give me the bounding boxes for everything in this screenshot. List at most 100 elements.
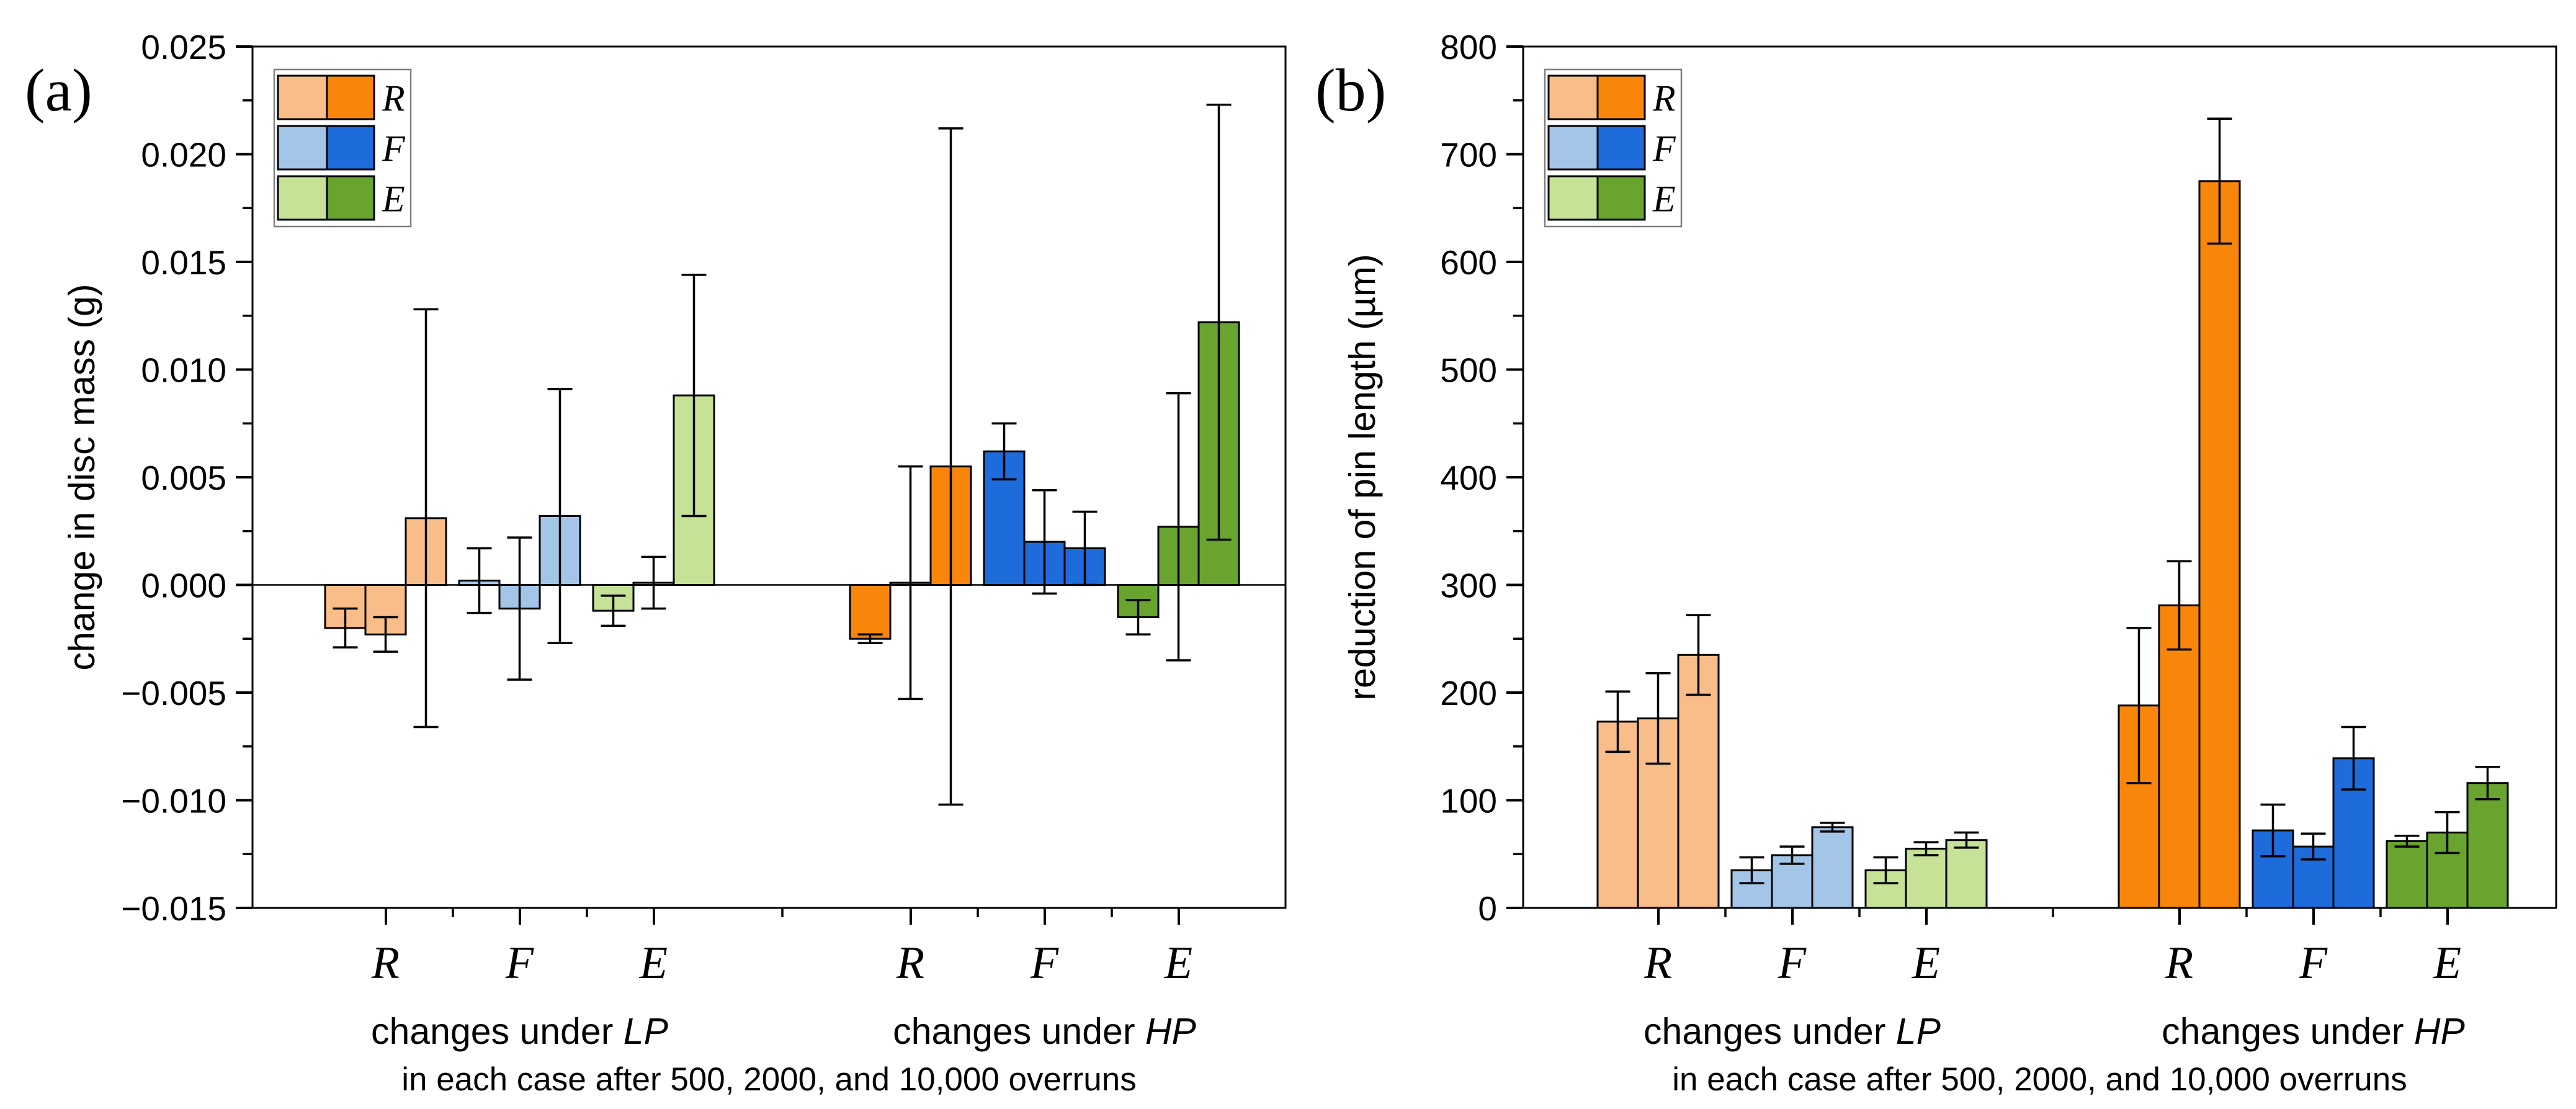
error-bar-lp-e-3 [681, 274, 707, 518]
panel-a-letter: (a) [25, 57, 92, 124]
error-bar-lp-r-2 [373, 616, 398, 653]
error-bar-hp-f-1 [2260, 803, 2286, 858]
y-tick-label: 0.005 [141, 459, 226, 497]
legend-swatch-dark-r [1596, 74, 1646, 120]
error-bar-lp-r-1 [333, 607, 358, 649]
error-bar-hp-r-3 [938, 127, 964, 806]
legend: RFE [1544, 68, 1683, 228]
y-tick-label: 300 [1440, 566, 1497, 604]
y-tick-label: 100 [1440, 781, 1497, 820]
error-bar-lp-f-1 [467, 547, 492, 614]
panel-a-xtick-hp-r: R [896, 938, 924, 989]
error-bar-lp-r-3 [1686, 614, 1711, 696]
bar-hp-r-3 [2198, 180, 2241, 909]
legend-swatch-light-r [277, 74, 328, 120]
error-bar-hp-r-2 [2167, 560, 2192, 651]
error-bar-lp-f-2 [507, 536, 532, 681]
panel-b-xtick-hp-f: F [2299, 938, 2328, 989]
panel-b-y-axis-title: reduction of pin length (µm) [1342, 254, 1383, 700]
bar-hp-e-3 [2466, 782, 2509, 909]
legend-swatch-dark-e [1596, 175, 1646, 221]
y-tick-label: 700 [1440, 135, 1497, 174]
panel-a-xtick-lp-f: F [505, 938, 534, 989]
error-bar-lp-e-2 [641, 555, 666, 610]
error-bar-hp-e-3 [1206, 103, 1232, 541]
legend-label-r: R [1652, 78, 1676, 119]
panel-b-group-label-hp: changes under HP [2162, 1011, 2465, 1052]
panel-b-letter: (b) [1315, 57, 1386, 124]
panel-b-xtick-lp-e: E [1912, 938, 1940, 989]
legend-swatch-light-f [277, 125, 328, 171]
legend-swatch-light-f [1547, 125, 1599, 171]
panel-b-group-label-lp: changes under LP [1644, 1011, 1941, 1052]
panel-a-xtick-lp-e: E [639, 938, 668, 989]
y-tick-label: 0.010 [141, 351, 226, 389]
y-tick-label: 0.025 [141, 28, 226, 66]
legend: RFE [273, 68, 412, 228]
panel-a-xtick-lp-r: R [371, 938, 400, 989]
legend-swatch-dark-f [326, 125, 375, 171]
error-bar-hp-e-1 [2394, 835, 2420, 848]
bar-lp-r-1 [324, 584, 367, 629]
panel-a-xtick-hp-e: E [1164, 938, 1192, 989]
legend-swatch-light-e [277, 175, 328, 221]
legend-swatch-dark-f [1596, 125, 1646, 171]
error-bar-hp-f-3 [1072, 510, 1098, 586]
y-tick-label: 600 [1440, 243, 1497, 282]
panel-a-group-label-hp: changes under HP [893, 1011, 1196, 1052]
bar-hp-e-1 [2386, 840, 2428, 909]
legend-label-e: E [1652, 179, 1676, 220]
panel-a-plot-layer: 0.025 0.020 0.015 0.010 0.005 0.000 −0.005 −0.0… [121, 28, 1287, 928]
panel-b-xtick-hp-r: R [2165, 938, 2193, 989]
legend-swatch-dark-r [326, 74, 375, 120]
bar-hp-r-1 [849, 584, 892, 640]
error-bar-hp-f-3 [2341, 725, 2366, 791]
panel-a-chart: 0.025 0.020 0.015 0.010 0.005 0.000 −0.005 −0.0… [25, 28, 1287, 1098]
legend-swatch-light-e [1547, 175, 1599, 221]
error-bar-hp-r-1 [2126, 627, 2152, 784]
error-bar-hp-f-1 [991, 422, 1017, 481]
error-bar-lp-r-2 [1645, 672, 1671, 765]
y-tick-label: 0.000 [141, 566, 226, 604]
error-bar-lp-f-3 [1820, 822, 1845, 833]
error-bar-hp-r-2 [898, 465, 923, 701]
error-bar-hp-f-2 [2301, 832, 2326, 861]
error-bar-hp-e-2 [1166, 392, 1191, 662]
y-tick-label: 0 [1478, 889, 1497, 928]
error-bar-hp-r-1 [857, 633, 883, 644]
bar-lp-r-3 [1677, 653, 1720, 909]
y-tick-label: −0.010 [121, 781, 226, 820]
y-tick-label: 200 [1440, 674, 1497, 712]
legend-label-f: F [1652, 128, 1676, 169]
error-bar-lp-f-3 [547, 387, 573, 644]
error-bar-hp-e-1 [1125, 599, 1151, 636]
y-tick-label: 500 [1440, 351, 1497, 389]
legend-label-f: F [382, 128, 406, 169]
legend-label-e: E [382, 179, 405, 220]
error-bar-lp-e-1 [601, 595, 626, 627]
legend-swatch-light-r [1547, 74, 1599, 120]
y-tick-label: −0.015 [121, 889, 226, 928]
error-bar-lp-r-3 [413, 308, 439, 729]
error-bar-lp-e-3 [1954, 831, 1979, 849]
error-bar-hp-e-3 [2475, 765, 2500, 801]
error-bar-hp-e-2 [2435, 810, 2460, 855]
legend-label-r: R [382, 78, 405, 119]
y-tick-label: 0.015 [141, 243, 226, 282]
bar-lp-f-3 [1811, 826, 1854, 909]
panel-b-xtick-lp-r: R [1644, 938, 1672, 989]
plot-frame [251, 45, 1287, 909]
panel-a-y-axis-title: change in disc mass (g) [61, 284, 102, 670]
y-tick-label: 400 [1440, 459, 1497, 497]
error-bar-hp-f-2 [1032, 489, 1057, 595]
bar-lp-e-2 [1905, 848, 1948, 909]
panel-a-group-label-lp: changes under LP [371, 1011, 668, 1052]
y-tick-label: −0.005 [121, 674, 226, 712]
error-bar-lp-e-1 [1873, 856, 1898, 884]
legend-swatch-dark-e [326, 175, 375, 221]
panel-b-caption: in each case after 500, 2000, and 10,000… [1672, 1061, 2407, 1098]
panel-b-xtick-lp-f: F [1778, 938, 1807, 989]
error-bar-lp-f-2 [1779, 845, 1805, 865]
